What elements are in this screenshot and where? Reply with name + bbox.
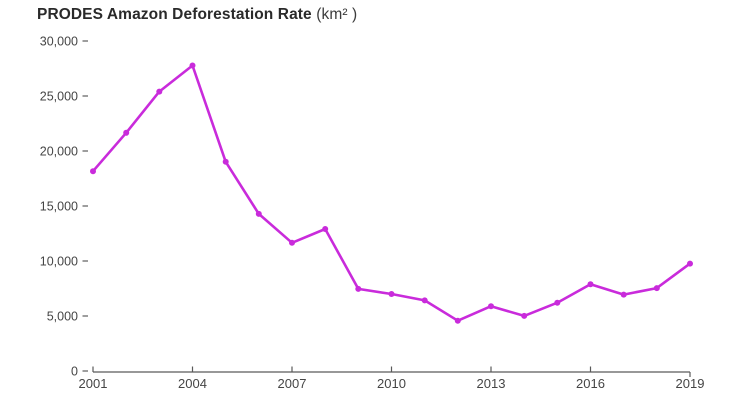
- data-point-2018: [653, 285, 660, 292]
- chart-title: PRODES Amazon Deforestation Rate (km² ): [37, 6, 357, 24]
- data-point-2009: [355, 285, 362, 292]
- x-axis-tick-label: 2019: [676, 376, 705, 391]
- data-point-2016: [587, 281, 594, 288]
- x-axis-tick-label: 2004: [178, 376, 207, 391]
- chart-title-unit: (km² ): [316, 6, 358, 23]
- data-point-2014: [521, 312, 528, 319]
- deforestation-line: [91, 64, 692, 323]
- x-axis-tick-label: 2013: [477, 376, 506, 391]
- y-axis-tick-label: 0: [71, 365, 78, 379]
- y-axis-tick-label: 5,000: [47, 310, 78, 324]
- y-axis-tick-label: 10,000: [40, 255, 78, 269]
- data-point-2015: [554, 299, 561, 306]
- data-point-2006: [255, 210, 262, 217]
- data-point-2003: [156, 88, 163, 95]
- data-point-2004: [189, 62, 196, 69]
- data-point-2002: [123, 129, 130, 136]
- data-point-2007: [289, 239, 295, 246]
- y-axis-tick-label: 15,000: [40, 200, 78, 214]
- data-point-2010: [388, 291, 395, 297]
- y-axis-tick-label: 25,000: [40, 90, 78, 104]
- data-point-2001: [90, 168, 96, 175]
- data-point-2019: [687, 260, 693, 267]
- data-point-2008: [322, 226, 329, 232]
- x-axis-tick-label: 2007: [278, 376, 307, 391]
- chart-title-main: PRODES Amazon Deforestation Rate: [37, 6, 312, 23]
- data-point-2017: [620, 291, 627, 298]
- y-axis-tick-label: 20,000: [40, 145, 78, 159]
- x-axis-tick-label: 2016: [576, 376, 605, 391]
- x-axis-tick-label: 2010: [377, 376, 406, 391]
- data-point-2012: [454, 317, 461, 324]
- x-axis-tick-label: 2001: [79, 376, 108, 391]
- data-point-2005: [222, 158, 229, 165]
- y-axis-tick-label: 30,000: [40, 35, 78, 49]
- data-point-2011: [421, 297, 428, 304]
- data-point-2013: [488, 303, 494, 310]
